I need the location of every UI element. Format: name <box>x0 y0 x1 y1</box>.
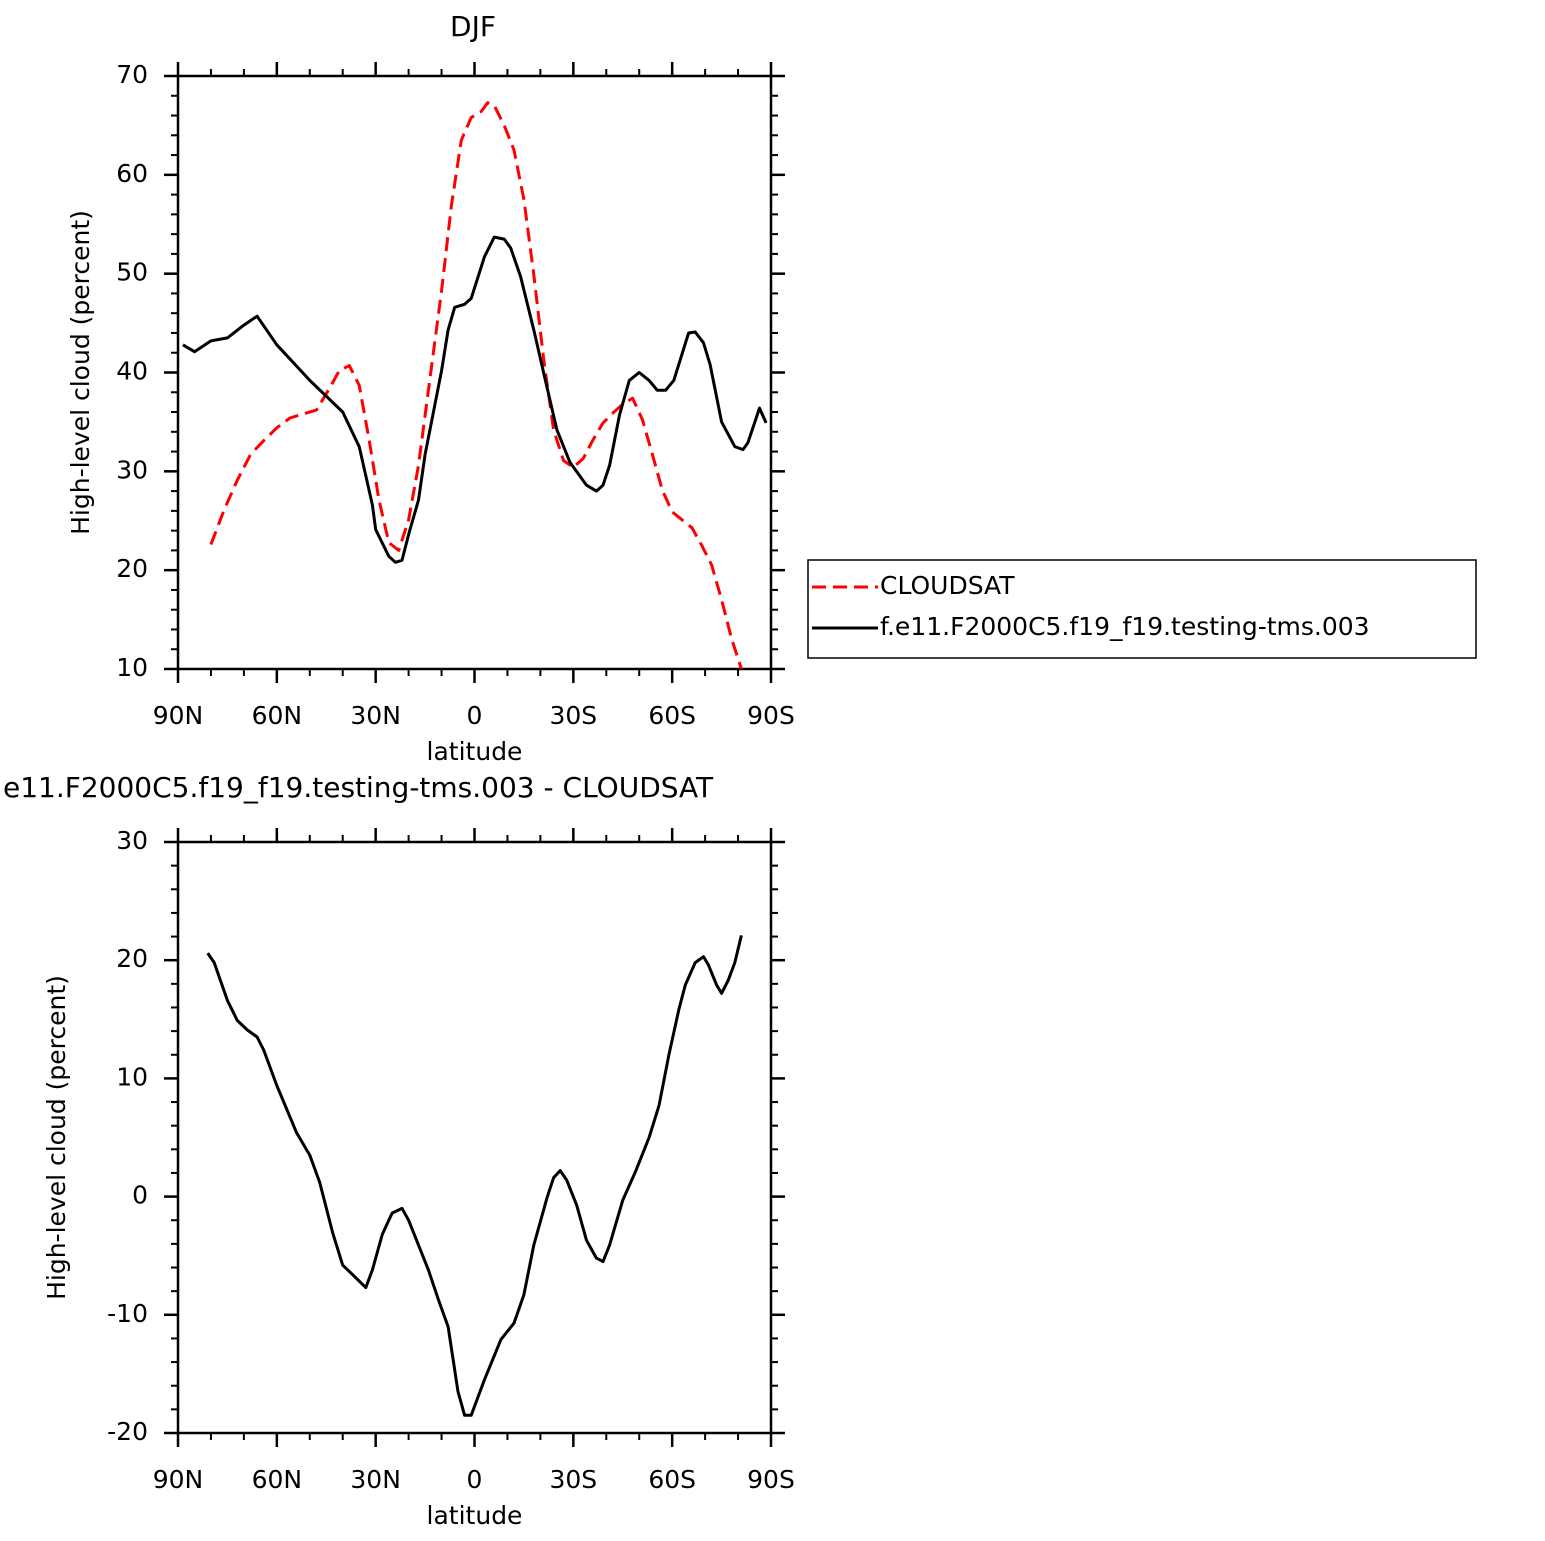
x-tick-label: 0 <box>467 701 483 730</box>
plot-frame <box>176 74 773 671</box>
y-axis-label: High-level cloud (percent) <box>42 975 71 1300</box>
x-tick-label: 0 <box>467 1465 483 1494</box>
x-tick-label: 90N <box>153 701 204 730</box>
y-tick-label: 10 <box>116 653 148 682</box>
x-axis-label: latitude <box>427 1501 523 1530</box>
chart-title: DJF <box>450 10 496 43</box>
y-tick-label: 50 <box>116 258 148 287</box>
y-tick-label: 30 <box>116 826 148 855</box>
chart-title: e11.F2000C5.f19_f19.testing-tms.003 - CL… <box>3 771 714 804</box>
y-tick-label: 0 <box>132 1181 148 1210</box>
y-tick-label: 60 <box>116 159 148 188</box>
data-line <box>182 235 768 564</box>
x-tick-label: 90N <box>153 1465 204 1494</box>
x-tick-label: 30S <box>549 1465 597 1494</box>
x-tick-label: 30S <box>549 701 597 730</box>
y-tick-label: -20 <box>107 1417 148 1446</box>
y-tick-label: -10 <box>107 1299 148 1328</box>
x-axis-label: latitude <box>427 737 523 766</box>
y-tick-label: 20 <box>116 944 148 973</box>
y-tick-label: 40 <box>116 357 148 386</box>
y-tick-label: 20 <box>116 554 148 583</box>
y-tick-label: 30 <box>116 455 148 484</box>
y-axis-label: High-level cloud (percent) <box>66 210 95 535</box>
legend-label: f.e11.F2000C5.f19_f19.testing-tms.003 <box>880 612 1370 641</box>
data-line <box>206 935 743 1417</box>
plot-frame <box>176 840 773 1435</box>
x-tick-label: 90S <box>747 1465 795 1494</box>
x-tick-label: 60S <box>648 1465 696 1494</box>
x-tick-label: 60S <box>648 701 696 730</box>
x-tick-label: 90S <box>747 701 795 730</box>
legend-box <box>807 559 1477 659</box>
y-tick-label: 70 <box>116 60 148 89</box>
x-tick-label: 60N <box>252 701 303 730</box>
x-tick-label: 30N <box>350 701 401 730</box>
x-tick-label: 60N <box>252 1465 303 1494</box>
legend-label: CLOUDSAT <box>880 571 1015 600</box>
data-line <box>209 101 743 670</box>
y-tick-label: 10 <box>116 1062 148 1091</box>
x-tick-label: 30N <box>350 1465 401 1494</box>
